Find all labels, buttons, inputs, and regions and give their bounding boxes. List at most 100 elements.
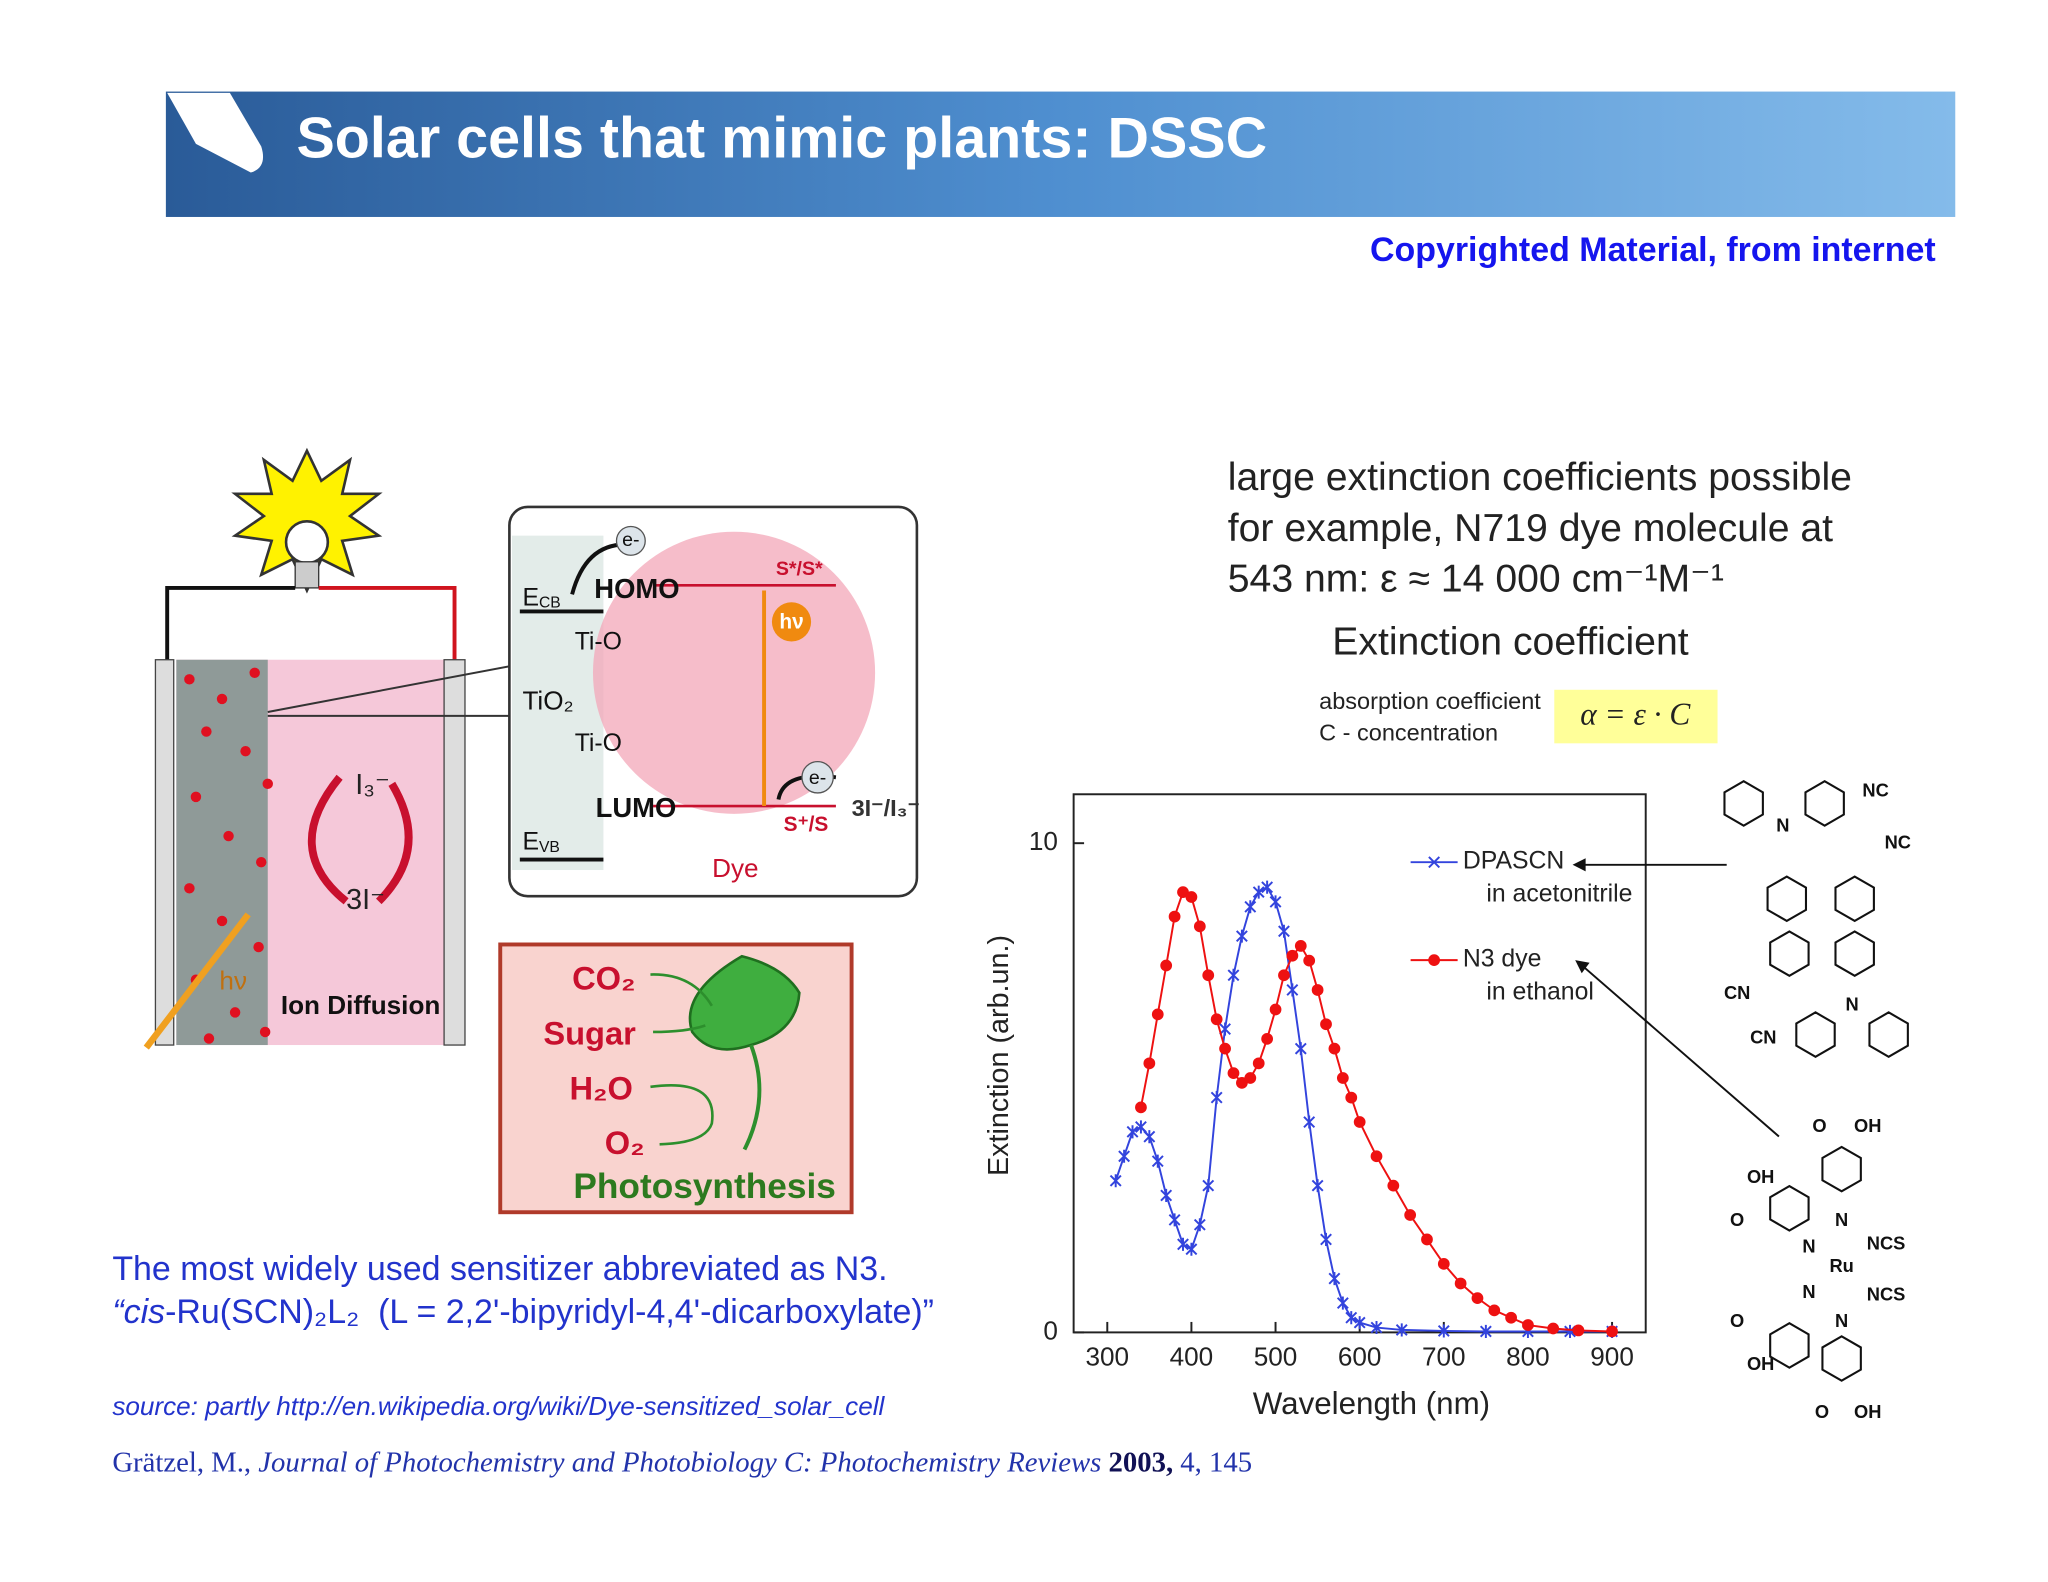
light-bulb: [284, 519, 330, 565]
data-point: [1421, 1233, 1433, 1246]
data-point: [1336, 1072, 1349, 1084]
formula: α = ε · C: [1580, 696, 1691, 731]
data-point: [1135, 1120, 1147, 1134]
x-tick-label: 600: [1338, 1341, 1382, 1371]
data-point: [1244, 900, 1257, 914]
flow-arrow: [650, 1084, 714, 1146]
x-tick-label: 700: [1422, 1341, 1466, 1371]
data-point: [1193, 1218, 1206, 1232]
atom-label: OH: [1854, 1115, 1881, 1136]
x-axis-label: Wavelength (nm): [1253, 1386, 1490, 1421]
atom-label: O: [1812, 1115, 1826, 1136]
data-point: [1135, 1101, 1147, 1114]
ring: [1769, 1322, 1810, 1369]
formula-box: [1554, 689, 1718, 744]
data-point: [1286, 983, 1299, 997]
citation: Grätzel, M., Journal of Photochemistry a…: [112, 1446, 1252, 1478]
data-point: [1404, 1209, 1417, 1221]
atom-label: NCS: [1867, 1233, 1906, 1254]
data-point: [1345, 1311, 1358, 1325]
legend-note: in ethanol: [1486, 978, 1594, 1005]
series-line: [1139, 890, 1613, 1333]
leaf-stem: [742, 1044, 762, 1151]
iodide-label: 3I⁻: [346, 884, 385, 916]
citation-volume: 4, 145: [1173, 1446, 1252, 1478]
data-point: [1177, 1237, 1189, 1251]
atom-label: NC: [1885, 832, 1911, 853]
data-point: [1185, 891, 1198, 903]
sugar-label: Sugar: [543, 1015, 636, 1052]
data-point: [1109, 1174, 1122, 1188]
leaf: [688, 954, 801, 1051]
data-point: [1269, 1003, 1282, 1016]
data-point: [1320, 1018, 1332, 1031]
data-point: [1303, 954, 1316, 967]
ti-o-label: Ti-O: [575, 628, 622, 655]
data-point: [1252, 885, 1265, 899]
evb-main: E: [522, 828, 539, 855]
legend-marker: [1428, 856, 1441, 869]
atom-label: OH: [1747, 1166, 1774, 1187]
data-point: [1311, 984, 1324, 996]
ring: [1834, 930, 1875, 978]
redox-arrow: [307, 774, 349, 905]
dye-label: Dye: [712, 853, 758, 883]
flow-arrow: [650, 973, 713, 1007]
citation-journal: Journal of Photochemistry and Photobiolo…: [258, 1446, 1101, 1478]
data-point: [1252, 1057, 1265, 1070]
data-point: [1345, 1091, 1358, 1104]
ring: [1723, 779, 1764, 827]
photosynthesis-box: CO₂ Sugar H₂O O₂ Photosynthesis: [498, 942, 854, 1215]
tio2-label: TiO₂: [522, 686, 573, 716]
pointer-head: [1575, 960, 1590, 974]
x-tick-label: 900: [1590, 1341, 1634, 1371]
data-point: [1353, 1116, 1366, 1128]
data-point: [1286, 949, 1299, 962]
chart: Extinction (arb.un.) Wavelength (nm) 300…: [983, 793, 1647, 1421]
data-point: [1202, 1179, 1215, 1193]
ring: [1766, 875, 1808, 923]
data-point: [1261, 1032, 1274, 1045]
photosynthesis-title: Photosynthesis: [573, 1167, 835, 1206]
photon-label: hν: [779, 611, 803, 634]
data-point: [1505, 1311, 1517, 1324]
data-point: [1606, 1325, 1618, 1338]
data-point: [1185, 1242, 1198, 1256]
electron: [801, 760, 834, 794]
cathode: [443, 659, 466, 1046]
data-point: [1278, 924, 1290, 938]
source-link[interactable]: source: partly http://en.wikipedia.org/w…: [112, 1391, 885, 1421]
data-point: [1160, 959, 1173, 972]
data-point: [1202, 969, 1215, 982]
o2-label: O₂: [605, 1124, 645, 1161]
copyright-note: Copyrighted Material, from internet: [1370, 231, 1936, 269]
data-point: [1311, 1179, 1324, 1193]
data-point: [1143, 1130, 1156, 1144]
ecb-main: E: [522, 584, 539, 611]
x-tick-label: 500: [1254, 1341, 1298, 1371]
y-tick-label: 0: [1043, 1315, 1058, 1345]
atom-label: N: [1845, 994, 1858, 1015]
extinction-line: 543 nm: ε ≈ 14 000 cm⁻¹M⁻¹: [1228, 558, 1724, 601]
quote: “: [112, 1293, 125, 1331]
data-point: [1126, 1125, 1139, 1139]
zoom-line: [267, 665, 510, 713]
data-point: [1244, 1072, 1257, 1084]
cis-prefix: cis: [124, 1293, 166, 1331]
sensitizer-text: The most widely used sensitizer abbrevia…: [112, 1250, 887, 1288]
tio2-region: [512, 535, 604, 871]
y-tick-label: 10: [1029, 826, 1058, 856]
light-arrow: [143, 912, 251, 1050]
data-point: [1278, 969, 1290, 982]
legend-label: DPASCN: [1463, 848, 1565, 875]
molecules: N NC NC CN CN N O OH OH O N N NCS Ru NCS…: [1723, 779, 1911, 1422]
ring: [1804, 779, 1845, 827]
ring: [1795, 1011, 1836, 1059]
data-point: [1269, 895, 1282, 909]
ecb-label: ECB: [522, 584, 560, 612]
data-point: [1437, 1258, 1450, 1270]
excited-state-label: S*/S*: [776, 558, 823, 580]
y-axis-label: Extinction (arb.un.): [983, 935, 1015, 1176]
data-point: [1454, 1277, 1467, 1290]
formula-rest: -Ru(SCN)₂L₂ (L = 2,2'-bipyridyl-4,4'-dic…: [165, 1293, 934, 1331]
